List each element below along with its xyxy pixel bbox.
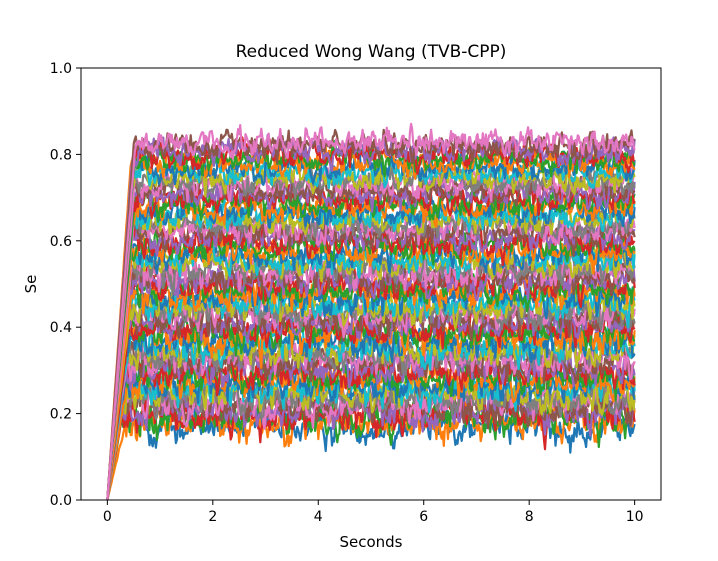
x-axis-title: Seconds — [339, 533, 402, 551]
y-axis-title: Se — [22, 275, 40, 294]
y-axis: 0.0 0.2 0.4 0.6 0.8 1.0 — [50, 61, 81, 509]
x-tick-label: 10 — [626, 509, 644, 525]
y-tick-label: 1.0 — [50, 61, 72, 77]
series-line — [106, 174, 636, 500]
x-tick-label: 6 — [419, 509, 428, 525]
series-line — [106, 122, 636, 500]
series-line — [106, 164, 635, 500]
y-tick-label: 0.2 — [50, 407, 72, 423]
plot-area — [80, 67, 662, 501]
plot-frame — [80, 67, 662, 501]
y-tick-label: 0.0 — [50, 493, 72, 509]
x-axis: 0 2 4 6 8 10 — [103, 500, 644, 525]
x-tick-label: 4 — [314, 509, 323, 525]
y-tick-label: 0.4 — [50, 320, 72, 336]
chart-title: Reduced Wong Wang (TVB-CPP) — [236, 42, 507, 62]
series-line — [106, 128, 636, 500]
series-line — [106, 145, 636, 500]
y-tick-label: 0.8 — [50, 147, 72, 163]
x-tick-label: 8 — [525, 509, 534, 525]
x-tick-label: 0 — [103, 509, 112, 525]
x-tick-label: 2 — [208, 509, 217, 525]
y-tick-label: 0.6 — [50, 234, 72, 250]
